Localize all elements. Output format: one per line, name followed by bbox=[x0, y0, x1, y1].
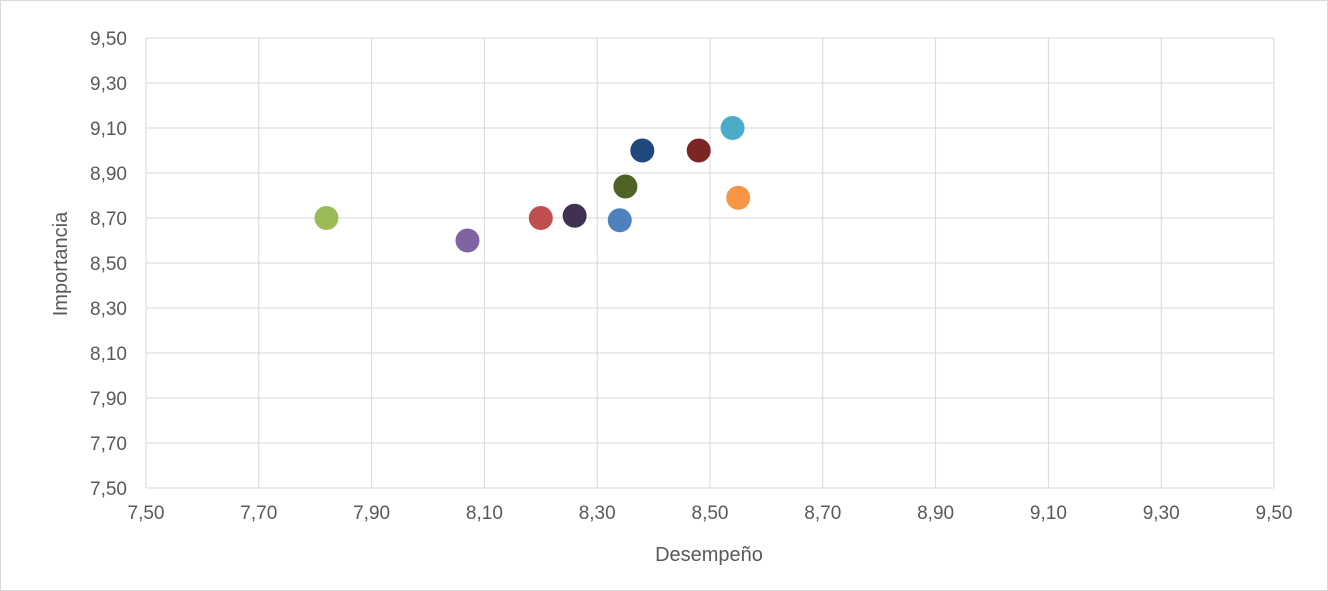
x-tick-label: 7,70 bbox=[240, 503, 277, 524]
x-tick-label: 9,50 bbox=[1256, 503, 1293, 524]
y-tick-label: 8,10 bbox=[90, 344, 127, 365]
scatter-point bbox=[314, 206, 339, 230]
y-tick-label: 7,50 bbox=[90, 479, 127, 500]
scatter-point bbox=[607, 208, 632, 233]
x-tick-label: 9,30 bbox=[1143, 503, 1180, 524]
scatter-point bbox=[562, 203, 587, 228]
x-tick-label: 8,30 bbox=[579, 503, 616, 524]
scatter-point bbox=[726, 185, 751, 210]
tick-labels: 7,50 7,70 7,90 8,10 8,30 8,50 8,70 8,90 9,10 9,30… bbox=[90, 29, 1292, 524]
y-tick-label: 8,50 bbox=[90, 254, 127, 275]
scatter-point bbox=[686, 138, 711, 163]
y-tick-label: 8,90 bbox=[90, 164, 127, 185]
y-tick-label: 9,10 bbox=[90, 119, 127, 140]
scatter-point bbox=[720, 116, 745, 140]
x-tick-label: 8,70 bbox=[804, 503, 841, 524]
scatter-point bbox=[630, 138, 655, 163]
y-tick-label: 9,50 bbox=[90, 29, 127, 50]
x-tick-label: 8,50 bbox=[692, 503, 729, 524]
scatter-point bbox=[528, 206, 553, 230]
data-points bbox=[314, 116, 751, 253]
x-tick-label: 7,90 bbox=[353, 503, 390, 524]
x-axis-title: Desempeño bbox=[655, 544, 763, 566]
x-tick-label: 9,10 bbox=[1030, 503, 1067, 524]
x-tick-label: 7,50 bbox=[128, 503, 165, 524]
y-tick-label: 8,30 bbox=[90, 299, 127, 320]
y-axis-title: Importancia bbox=[50, 211, 72, 316]
y-tick-label: 9,30 bbox=[90, 74, 127, 95]
x-tick-label: 8,90 bbox=[917, 503, 954, 524]
y-tick-label: 8,70 bbox=[90, 209, 127, 230]
y-tick-label: 7,90 bbox=[90, 389, 127, 410]
scatter-point bbox=[455, 228, 480, 253]
scatter-point bbox=[613, 174, 638, 199]
grid bbox=[145, 37, 1275, 489]
y-tick-label: 7,70 bbox=[90, 434, 127, 455]
x-tick-label: 8,10 bbox=[466, 503, 503, 524]
